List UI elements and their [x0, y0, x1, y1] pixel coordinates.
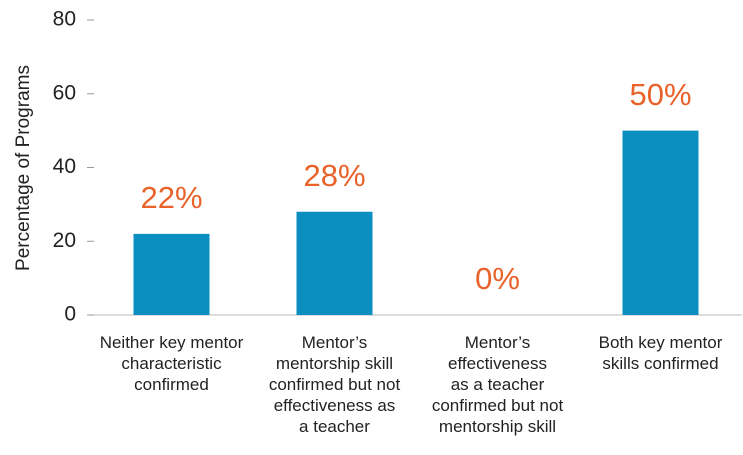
y-tick-label: 20: [53, 229, 76, 252]
x-tick-label: Mentor’s effectiveness as a teacher confirm…: [432, 333, 564, 436]
value-label: 28%: [303, 158, 365, 193]
x-tick-label: Both key mentor skills confirmed: [599, 333, 723, 373]
value-label: 22%: [140, 180, 202, 215]
y-tick-label: 40: [53, 155, 76, 178]
x-tick-label: Neither key mentor characteristic confirme…: [100, 333, 244, 394]
value-label: 0%: [475, 261, 520, 296]
y-tick-label: 80: [53, 8, 76, 31]
y-axis-label: Percentage of Programs: [13, 65, 34, 271]
bar: [622, 130, 699, 315]
y-tick-label: 60: [53, 81, 76, 104]
bar: [296, 211, 373, 315]
bar: [133, 233, 210, 315]
x-tick-label: Mentor’s mentorship skill confirmed but no…: [269, 333, 401, 436]
value-label: 50%: [629, 77, 691, 112]
y-tick-label: 0: [64, 303, 76, 326]
